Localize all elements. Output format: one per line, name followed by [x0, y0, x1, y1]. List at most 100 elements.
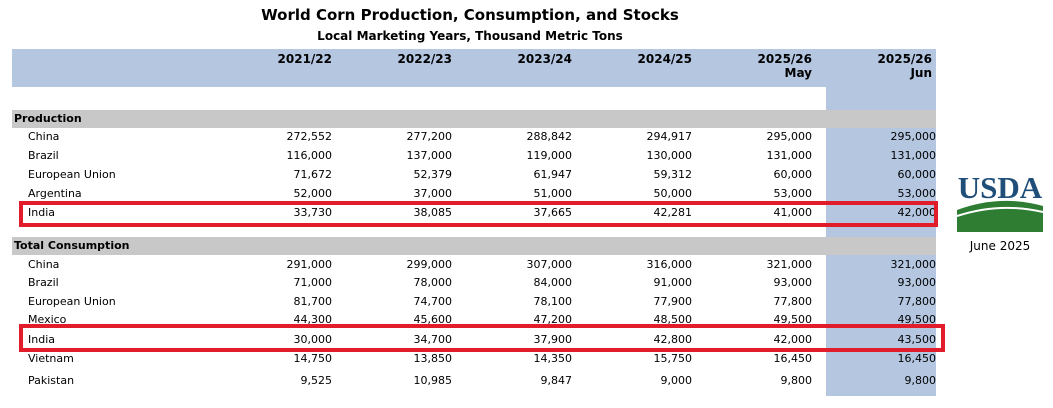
table-cell: 37,000: [413, 187, 453, 200]
table-cell: 34,700: [413, 333, 453, 346]
table-cell: 43,500: [897, 333, 937, 346]
table-cell: 93,000: [897, 276, 937, 289]
table-cell: 295,000: [766, 130, 813, 143]
table-cell: 77,900: [653, 295, 693, 308]
table-cell: 84,000: [533, 276, 573, 289]
table-cell: 10,985: [413, 374, 453, 387]
table-cell: 37,900: [533, 333, 573, 346]
table-cell: 119,000: [526, 149, 573, 162]
table-cell: 9,800: [904, 374, 937, 387]
table-cell: 44,300: [293, 313, 333, 326]
table-cell: 49,500: [897, 313, 937, 326]
table-cell: 116,000: [286, 149, 333, 162]
section-header: Total Consumption: [12, 237, 936, 255]
table-row: India 33,730 38,085 37,665 42,281 41,000 42,00…: [12, 204, 936, 222]
table-cell: 137,000: [406, 149, 453, 162]
column-year: 2022/23: [397, 52, 452, 66]
table-cell: 52,000: [293, 187, 333, 200]
row-label: Brazil: [28, 149, 59, 162]
table-cell: 60,000: [773, 168, 813, 181]
column-header: 2021/22: [222, 52, 332, 66]
column-year: 2021/22: [277, 52, 332, 66]
table-cell: 78,100: [533, 295, 573, 308]
svg-text:USDA: USDA: [958, 170, 1043, 205]
section-header: Production: [12, 110, 936, 128]
section-title: Total Consumption: [14, 239, 130, 252]
row-label: Vietnam: [28, 352, 74, 365]
table-cell: 91,000: [653, 276, 693, 289]
table-cell: 42,800: [653, 333, 693, 346]
table-row: China 272,552 277,200 288,842 294,917 295,000…: [12, 128, 936, 146]
table-row: India 30,000 34,700 37,900 42,800 42,000 43,50…: [12, 331, 936, 349]
table-cell: 288,842: [526, 130, 573, 143]
row-label: Argentina: [28, 187, 82, 200]
row-label: China: [28, 130, 60, 143]
column-header: 2022/23: [342, 52, 452, 66]
table-cell: 9,000: [660, 374, 693, 387]
row-label: Mexico: [28, 313, 67, 326]
table-cell: 277,200: [406, 130, 453, 143]
table-cell: 321,000: [890, 258, 937, 271]
table-cell: 51,000: [533, 187, 573, 200]
table-cell: 299,000: [406, 258, 453, 271]
table-cell: 16,450: [773, 352, 813, 365]
table-cell: 37,665: [533, 206, 573, 219]
table-cell: 316,000: [646, 258, 693, 271]
table-row: Brazil 71,000 78,000 84,000 91,000 93,000 93,0…: [12, 274, 936, 292]
table-row: European Union 81,700 74,700 78,100 77,900 77…: [12, 293, 936, 311]
table-cell: 42,000: [773, 333, 813, 346]
table-cell: 9,800: [780, 374, 813, 387]
table-cell: 78,000: [413, 276, 453, 289]
row-label: India: [28, 333, 55, 346]
column-subheader: May: [784, 66, 813, 80]
table-cell: 30,000: [293, 333, 333, 346]
table-cell: 71,000: [293, 276, 333, 289]
table-cell: 53,000: [897, 187, 937, 200]
table-cell: 321,000: [766, 258, 813, 271]
column-header: 2024/25: [582, 52, 692, 66]
row-label: European Union: [28, 295, 116, 308]
table-cell: 294,917: [646, 130, 693, 143]
india-production-highlight-box: [19, 201, 938, 227]
table-row: Pakistan 9,525 10,985 9,847 9,000 9,800 9,800: [12, 372, 936, 390]
section-title: Production: [14, 112, 82, 125]
report-date: June 2025: [969, 239, 1031, 253]
table-cell: 50,000: [653, 187, 693, 200]
row-label: Brazil: [28, 276, 59, 289]
table-cell: 77,800: [897, 295, 937, 308]
table-cell: 272,552: [286, 130, 333, 143]
table-cell: 93,000: [773, 276, 813, 289]
column-header: 2023/24: [462, 52, 572, 66]
table-cell: 13,850: [413, 352, 453, 365]
column-year: 2023/24: [517, 52, 572, 66]
table-cell: 42,000: [897, 206, 937, 219]
table-row: European Union 71,672 52,379 61,947 59,312 60…: [12, 166, 936, 184]
table-cell: 131,000: [766, 149, 813, 162]
table-cell: 59,312: [653, 168, 693, 181]
table-cell: 49,500: [773, 313, 813, 326]
table-cell: 47,200: [533, 313, 573, 326]
india-consumption-highlight-box: [19, 324, 945, 352]
table-cell: 9,525: [300, 374, 333, 387]
table-cell: 307,000: [526, 258, 573, 271]
table-cell: 53,000: [773, 187, 813, 200]
table-cell: 71,672: [293, 168, 333, 181]
report-title: World Corn Production, Consumption, and …: [261, 6, 679, 24]
table-row: Brazil 116,000 137,000 119,000 130,000 131,00…: [12, 147, 936, 165]
table-cell: 9,847: [540, 374, 573, 387]
column-year: 2025/26: [757, 52, 812, 66]
table-cell: 41,000: [773, 206, 813, 219]
table-row: Argentina 52,000 37,000 51,000 50,000 53,000 5…: [12, 185, 936, 203]
table-cell: 15,750: [653, 352, 693, 365]
table-row: China 291,000 299,000 307,000 316,000 321,000…: [12, 256, 936, 274]
column-header: 2025/26 Jun: [822, 52, 932, 80]
table-cell: 291,000: [286, 258, 333, 271]
table-cell: 61,947: [533, 168, 573, 181]
column-header: 2025/26 May: [702, 52, 812, 80]
table-cell: 42,281: [653, 206, 693, 219]
table-cell: 38,085: [413, 206, 453, 219]
table-cell: 48,500: [653, 313, 693, 326]
row-label: European Union: [28, 168, 116, 181]
table-cell: 77,800: [773, 295, 813, 308]
table-cell: 52,379: [413, 168, 453, 181]
